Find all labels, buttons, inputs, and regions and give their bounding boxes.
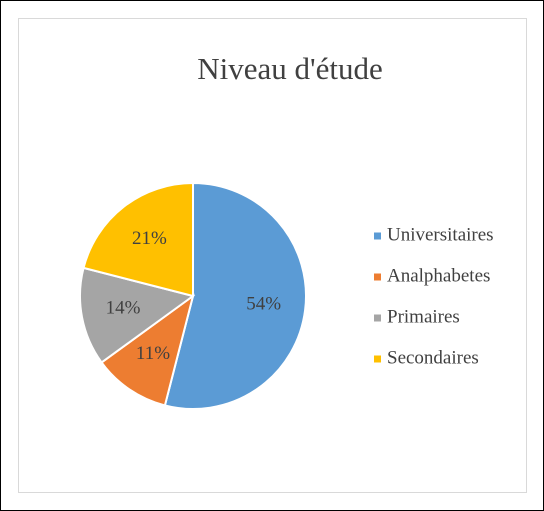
legend-marker xyxy=(374,355,381,363)
data-label: 21% xyxy=(132,228,167,249)
legend-marker xyxy=(374,232,381,240)
pie-slice xyxy=(163,181,307,410)
data-label: 14% xyxy=(106,298,141,319)
data-label: 54% xyxy=(246,293,281,314)
legend-marker xyxy=(374,314,381,322)
pie-slice xyxy=(79,266,196,364)
legend-label: Primaires xyxy=(387,306,460,327)
legend-marker xyxy=(374,273,381,281)
pie-slice xyxy=(100,293,195,407)
data-label: 11% xyxy=(136,343,170,364)
legend-label: Analphabetes xyxy=(387,265,490,286)
legend-label: Secondaires xyxy=(387,347,479,368)
chart-title: Niveau d'étude xyxy=(197,51,383,86)
legend-label: Universitaires xyxy=(387,224,494,245)
pie-slice xyxy=(82,181,194,298)
